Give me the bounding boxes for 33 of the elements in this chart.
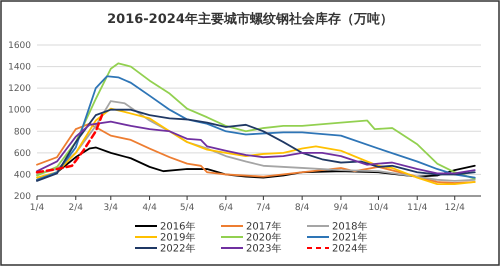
y-tick-label: 1000: [8, 106, 32, 116]
x-tick-label: 9/4: [334, 203, 348, 213]
chart-title: 2016-2024年主要城市螺纹钢社会库存（万吨）: [107, 11, 393, 27]
x-tick-label: 4/4: [142, 203, 158, 213]
line-series: [36, 120, 476, 174]
legend-label: 2019年: [160, 232, 196, 244]
legend-label: 2022年: [160, 242, 196, 254]
legend-label: 2024年: [332, 242, 368, 254]
y-tick-label: 600: [14, 148, 32, 159]
x-tick-label: 7/4: [256, 203, 271, 213]
y-tick-label: 200: [14, 192, 32, 202]
legend-label: 2018年: [332, 220, 368, 232]
x-tick-label: 12/4: [444, 203, 466, 213]
legend-label: 2023年: [246, 242, 282, 254]
line-series: [36, 122, 476, 184]
line-series: [36, 114, 104, 174]
legend-label: 2017年: [246, 220, 282, 232]
x-tick-label: 2/4: [68, 203, 84, 213]
y-tick-label: 400: [14, 170, 32, 180]
x-tick-label: 1/4: [30, 203, 45, 213]
y-tick-label: 800: [14, 127, 32, 138]
legend-label: 2021年: [332, 232, 368, 244]
legend-label: 2016年: [160, 220, 196, 232]
legend-label: 2020年: [246, 232, 282, 244]
y-tick-label: 1200: [8, 84, 32, 94]
x-tick-label: 11/4: [407, 203, 428, 213]
x-tick-label: 5/4: [180, 203, 195, 213]
y-tick-label: 1400: [8, 62, 32, 73]
x-tick-label: 3/4: [104, 203, 118, 213]
x-tick-label: 6/4: [218, 203, 234, 213]
x-tick-label: 10/4: [368, 203, 389, 213]
y-tick-label: 1600: [8, 41, 32, 51]
x-tick-label: 8/4: [294, 203, 310, 213]
